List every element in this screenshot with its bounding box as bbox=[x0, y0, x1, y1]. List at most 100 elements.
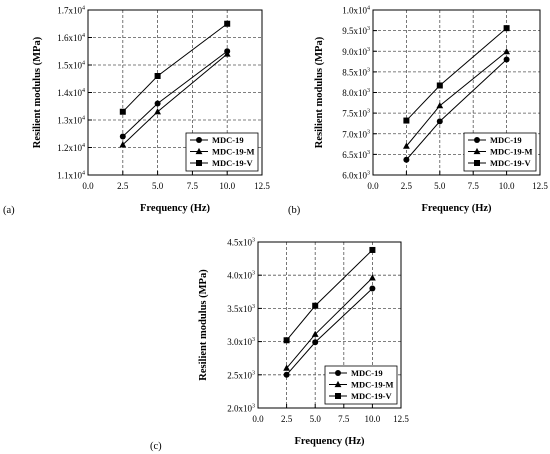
x-tick-label: 5.0 bbox=[434, 181, 446, 191]
x-tick-label: 12.5 bbox=[393, 414, 409, 424]
series-mdc-19-m bbox=[283, 274, 376, 371]
legend-marker bbox=[195, 147, 203, 155]
panel-label: (b) bbox=[288, 205, 301, 216]
chart-panel-3: 0.0 2.5 5.0 7.5 10.0 12.5 2.0x103 2.5x103 3.0x10… bbox=[150, 238, 409, 453]
legend-label: MDC-19-V bbox=[212, 158, 253, 168]
legend-marker bbox=[334, 380, 342, 388]
data-point bbox=[154, 73, 161, 79]
legend-marker bbox=[335, 393, 341, 399]
data-point bbox=[154, 100, 161, 107]
series-mdc-19-v bbox=[283, 246, 376, 344]
y-tick-label: 3.0x103 bbox=[227, 337, 255, 347]
y-tick-label: 1.1x104 bbox=[57, 171, 85, 181]
y-tick-label: 6.5x103 bbox=[342, 150, 370, 160]
x-tick-label: 7.5 bbox=[338, 414, 350, 424]
plot-frame bbox=[257, 241, 402, 409]
legend-label: MDC-19 bbox=[490, 135, 522, 145]
y-tick-label: 2.0x103 bbox=[227, 404, 255, 414]
chart-panel-2: 0.0 2.5 5.0 7.5 10.0 12.5 6.0x103 6.5x103 7.0x10… bbox=[288, 6, 548, 217]
panel-label: (c) bbox=[150, 441, 162, 452]
x-tick-label: 0.0 bbox=[82, 181, 94, 191]
data-point bbox=[224, 20, 231, 27]
legend-label: MDC-19-M bbox=[490, 147, 532, 157]
y-tick-label: 6.0x103 bbox=[342, 171, 370, 181]
legend-label: MDC-19-V bbox=[351, 391, 392, 401]
panel-label: (a) bbox=[3, 205, 15, 216]
legend-label: MDC-19 bbox=[212, 135, 244, 145]
series-line bbox=[122, 23, 228, 113]
series-line bbox=[122, 50, 228, 137]
x-axis-label: Frequency (Hz) bbox=[421, 203, 492, 214]
data-point bbox=[403, 117, 410, 124]
y-tick-label: 9.0x103 bbox=[342, 47, 370, 57]
x-tick-label: 0.0 bbox=[252, 414, 264, 424]
legend-label: MDC-19-V bbox=[490, 158, 531, 168]
y-tick-label: 8.0x103 bbox=[342, 88, 370, 98]
series-line bbox=[406, 27, 507, 121]
data-point bbox=[503, 25, 510, 32]
data-point bbox=[283, 371, 290, 378]
x-tick-label: 10.0 bbox=[365, 414, 381, 424]
data-point bbox=[436, 118, 443, 125]
y-tick-label: 1.2x104 bbox=[57, 143, 85, 153]
data-point bbox=[503, 56, 510, 63]
legend-label: MDC-19-M bbox=[351, 380, 393, 390]
x-tick-label: 2.5 bbox=[281, 414, 293, 424]
x-tick-label: 12.5 bbox=[532, 181, 548, 191]
y-tick-label: 4.5x103 bbox=[227, 238, 255, 248]
legend-marker bbox=[196, 160, 202, 166]
series-mdc-19-v bbox=[119, 20, 231, 115]
y-tick-label: 1.4x104 bbox=[57, 88, 85, 98]
x-tick-label: 10.0 bbox=[219, 181, 235, 191]
series-mdc-19-v bbox=[403, 25, 510, 124]
y-axis-label: Resilient modulus (MPa) bbox=[314, 36, 325, 148]
y-tick-label: 3.5x103 bbox=[227, 304, 255, 314]
data-point bbox=[369, 274, 376, 281]
legend-marker bbox=[473, 147, 481, 155]
data-point bbox=[369, 246, 376, 253]
y-tick-label: 2.5x103 bbox=[227, 370, 255, 380]
data-point bbox=[436, 82, 443, 89]
y-tick-label: 1.6x104 bbox=[57, 33, 85, 43]
y-tick-label: 9.5x103 bbox=[342, 26, 370, 36]
legend-marker bbox=[335, 370, 341, 376]
y-tick-label: 1.0x104 bbox=[342, 6, 370, 16]
x-tick-label: 12.5 bbox=[254, 181, 270, 191]
y-tick-label: 7.5x103 bbox=[342, 109, 370, 119]
data-point bbox=[119, 108, 126, 115]
series-mdc-19 bbox=[119, 48, 231, 140]
data-point bbox=[119, 133, 126, 140]
y-axis-label: Resilient modulus (MPa) bbox=[32, 36, 43, 148]
data-point bbox=[312, 302, 319, 309]
data-point bbox=[369, 285, 376, 292]
y-tick-label: 7.0x103 bbox=[342, 129, 370, 139]
x-tick-label: 0.0 bbox=[367, 181, 379, 191]
x-tick-label: 7.5 bbox=[468, 181, 480, 191]
legend-label: MDC-19-M bbox=[212, 147, 254, 157]
series-line bbox=[122, 53, 228, 146]
y-axis-label: Resilient modulus (MPa) bbox=[198, 269, 209, 381]
series-line bbox=[286, 249, 373, 341]
x-tick-label: 7.5 bbox=[187, 181, 199, 191]
legend-marker bbox=[474, 137, 480, 143]
x-tick-label: 2.5 bbox=[401, 181, 413, 191]
series-mdc-19 bbox=[283, 285, 376, 378]
y-tick-label: 1.7x104 bbox=[57, 6, 85, 16]
data-point bbox=[311, 330, 319, 337]
y-tick-label: 1.5x104 bbox=[57, 61, 85, 71]
data-point bbox=[403, 156, 410, 163]
y-tick-label: 8.5x103 bbox=[342, 67, 370, 77]
legend-marker bbox=[474, 160, 480, 166]
y-tick-label: 4.0x103 bbox=[227, 271, 255, 281]
data-point bbox=[283, 337, 290, 344]
chart-panel-1: 0.0 2.5 5.0 7.5 10.0 12.5 1.1x104 1.2x104 1.3x10… bbox=[3, 6, 270, 217]
series-line bbox=[286, 288, 373, 376]
x-axis-label: Frequency (Hz) bbox=[294, 436, 365, 447]
data-point bbox=[154, 108, 161, 115]
data-point bbox=[503, 48, 510, 55]
legend-label: MDC-19 bbox=[351, 368, 383, 378]
